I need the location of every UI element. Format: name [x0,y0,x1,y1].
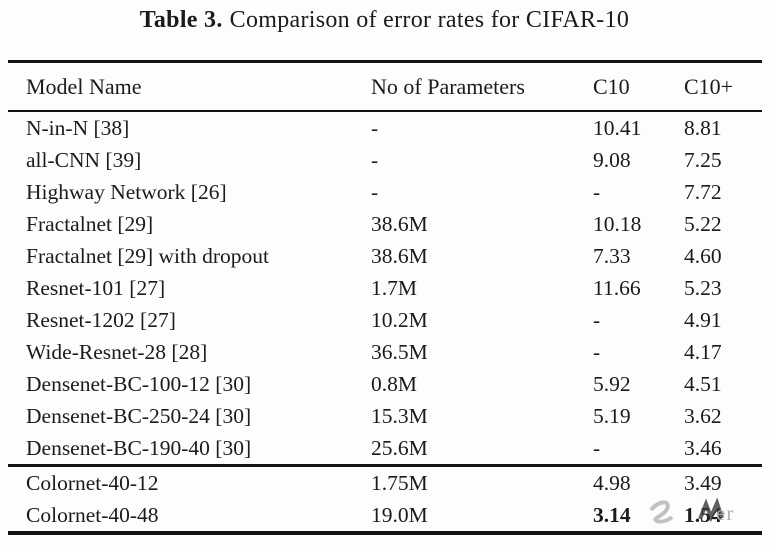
model-name-cell: N-in-N [38] [26,115,130,140]
table-row: Densenet-BC-190-40 [30] 25.6M - 3.46 [8,432,762,466]
table-row: Fractalnet [29] 38.6M 10.18 5.22 [8,208,762,240]
results-table: Model Name No of Parameters C10 C10+ N-i… [8,60,762,535]
model-name-cell: Densenet-BC-100-12 [30] [26,371,252,396]
table-row: Densenet-BC-100-12 [30] 0.8M 5.92 4.51 [8,368,762,400]
c10plus-cell: 3.62 [684,403,722,428]
c10-cell: 5.92 [593,371,631,396]
params-cell: - [371,147,379,172]
model-name-cell: Resnet-1202 [27] [26,307,176,332]
model-name-cell: Densenet-BC-190-40 [30] [26,435,252,460]
c10-cell: 9.08 [593,147,631,172]
column-header-model: Model Name [8,60,371,112]
c10-cell: 4.98 [593,464,684,499]
c10-cell-best: 3.14 [593,499,684,535]
params-cell: 1.7M [371,275,417,300]
table-row: Highway Network [26] - - 7.72 [8,176,762,208]
table-header-row: Model Name No of Parameters C10 C10+ [8,60,762,112]
c10-cell: 11.66 [593,275,641,300]
c10plus-cell: 4.91 [684,307,722,332]
params-cell: 10.2M [371,307,428,332]
model-name-cell: Colornet-40-48 [8,499,371,535]
column-header-c10plus: C10+ [684,60,762,112]
c10-cell: - [593,179,601,204]
c10plus-cell: 5.23 [684,275,722,300]
c10plus-cell: 7.25 [684,147,722,172]
c10plus-cell: 4.17 [684,339,722,364]
params-cell: 25.6M [371,435,428,460]
params-cell: 38.6M [371,243,428,268]
c10-cell: 10.41 [593,115,642,140]
c10plus-cell-best: 1.54 [684,499,762,535]
c10plus-cell: 7.72 [684,179,722,204]
table-row: Resnet-1202 [27] 10.2M - 4.91 [8,304,762,336]
table-row: Wide-Resnet-28 [28] 36.5M - 4.17 [8,336,762,368]
table-row-colornet: Colornet-40-12 1.75M 4.98 3.49 [8,464,762,499]
model-name-cell: Wide-Resnet-28 [28] [26,339,208,364]
table-row-colornet: Colornet-40-48 19.0M 3.14 1.54 [8,499,762,535]
table-row: Resnet-101 [27] 1.7M 11.66 5.23 [8,272,762,304]
params-cell: 1.75M [371,464,593,499]
params-cell: 36.5M [371,339,428,364]
model-name-cell: Densenet-BC-250-24 [30] [26,403,252,428]
c10-cell: 7.33 [593,243,631,268]
c10-cell: 5.19 [593,403,631,428]
table-caption-text: Comparison of error rates for CIFAR-10 [229,7,630,33]
table-row: Fractalnet [29] with dropout 38.6M 7.33 … [8,240,762,272]
c10-cell: - [593,435,601,460]
c10plus-cell: 8.81 [684,115,722,140]
params-cell: 19.0M [371,499,593,535]
table-row: Densenet-BC-250-24 [30] 15.3M 5.19 3.62 [8,400,762,432]
model-name-cell: all-CNN [39] [26,147,142,172]
column-header-params: No of Parameters [371,60,593,112]
table-row: all-CNN [39] - 9.08 7.25 [8,144,762,176]
params-cell: 38.6M [371,211,428,236]
params-cell: 15.3M [371,403,428,428]
model-name-cell: Fractalnet [29] [26,211,154,236]
model-name-cell: Resnet-101 [27] [26,275,166,300]
c10plus-cell: 3.49 [684,464,762,499]
table-caption-label: Table 3. [139,7,223,33]
params-cell: - [371,179,379,204]
c10-cell: - [593,339,601,364]
table-caption: Table 3. Comparison of error rates for CI… [0,0,769,34]
params-cell: - [371,115,379,140]
c10plus-cell: 4.51 [684,371,722,396]
c10-cell: - [593,307,601,332]
c10plus-cell: 5.22 [684,211,722,236]
c10-cell: 10.18 [593,211,642,236]
model-name-cell: Fractalnet [29] with dropout [26,243,270,268]
column-header-c10: C10 [593,60,684,112]
model-name-cell: Highway Network [26] [26,179,227,204]
c10plus-cell: 4.60 [684,243,722,268]
table-row: N-in-N [38] - 10.41 8.81 [8,111,762,144]
c10plus-cell: 3.46 [684,435,722,460]
model-name-cell: Colornet-40-12 [8,464,371,499]
params-cell: 0.8M [371,371,417,396]
